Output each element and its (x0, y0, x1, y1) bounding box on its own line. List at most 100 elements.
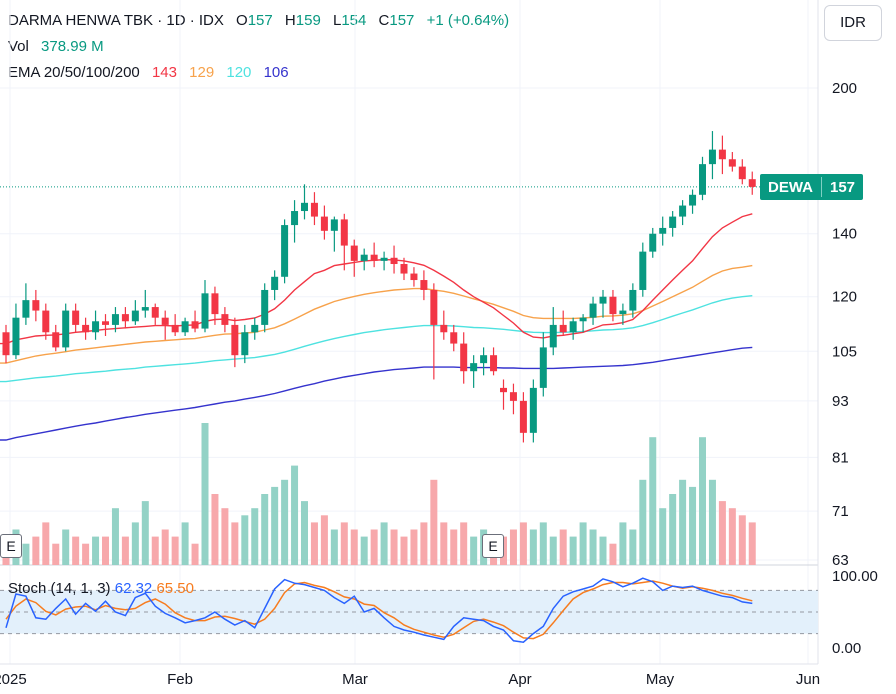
candle-body (390, 257, 398, 265)
volume-bar (171, 536, 179, 565)
candle-body (738, 166, 746, 180)
volume-bar (72, 536, 80, 565)
volume-bar (261, 494, 269, 565)
candle-body (141, 307, 149, 311)
candle-body (669, 216, 677, 228)
volume-bar (738, 515, 746, 565)
volume-bar (400, 536, 408, 565)
symbol-title: DARMA HENWA TBK · 1D · IDX (8, 12, 224, 29)
change-value: +1 (+0.64%) (426, 12, 510, 29)
candle-body (430, 289, 438, 325)
candle-body (490, 355, 498, 372)
candle-body (450, 332, 458, 344)
candle-body (161, 317, 169, 325)
volume-bar (659, 508, 667, 565)
volume-bar (639, 479, 647, 565)
open-label: O (236, 12, 248, 29)
candle-body (460, 343, 468, 372)
volume-bar (330, 529, 338, 565)
candle-body (82, 324, 90, 333)
volume-bar (559, 529, 567, 565)
candle-body (32, 300, 40, 311)
volume-bar (191, 543, 199, 565)
volume-bar (141, 501, 149, 565)
candle-body (52, 332, 60, 348)
ema50-value: 129 (189, 64, 215, 81)
volume-bar (201, 423, 209, 565)
price-tick-label: 120 (832, 289, 857, 306)
volume-bar (111, 508, 119, 565)
currency-button[interactable]: IDR (824, 5, 882, 41)
volume-bar (649, 437, 657, 565)
volume-bar (629, 529, 637, 565)
candle-body (748, 179, 756, 187)
volume-bar (151, 536, 159, 565)
time-tick-label: May (646, 671, 675, 688)
volume-bar (22, 543, 30, 565)
candle-body (380, 257, 388, 261)
candle-body (579, 317, 587, 322)
candle-body (42, 310, 50, 333)
time-tick-label: Apr (508, 671, 531, 688)
price-tick-label: 81 (832, 449, 849, 466)
time-tick-label: Mar (342, 671, 368, 688)
volume-bar (291, 465, 299, 565)
candle-body (191, 321, 199, 329)
price-tick-label: 93 (832, 393, 849, 410)
volume-bar (32, 536, 40, 565)
earnings-event-icon[interactable]: E (482, 534, 504, 558)
volume-bar (450, 529, 458, 565)
candle-body (619, 310, 627, 315)
candle-body (310, 202, 318, 217)
ema-legend[interactable]: EMA 20/50/100/200 143 129 120 106 (8, 64, 297, 81)
volume-value: 378.99 M (41, 38, 104, 55)
candle-body (500, 387, 507, 393)
high-label: H (284, 12, 296, 29)
candle-body (151, 307, 159, 318)
earnings-event-icon[interactable]: E (0, 534, 22, 558)
stoch-k-line (5, 577, 753, 643)
candle-body (480, 355, 488, 364)
candle-body (659, 227, 667, 234)
candle-body (470, 363, 478, 372)
volume-bar (231, 522, 239, 565)
volume-bar (509, 529, 517, 565)
price-tick-label: 71 (832, 503, 849, 520)
volume-legend[interactable]: Vol 378.99 M (8, 38, 112, 55)
volume-bar (699, 437, 706, 565)
volume-bar (320, 515, 328, 565)
candle-body (599, 296, 607, 304)
volume-bar (360, 536, 368, 565)
low-label: L (332, 12, 342, 29)
stoch-d-value: 65.50 (156, 580, 194, 597)
stoch-tick-label: 0.00 (832, 640, 861, 657)
ema50-line (0, 264, 753, 364)
price-tick-label: 140 (832, 226, 857, 243)
volume-bar (669, 494, 677, 565)
symbol-legend[interactable]: DARMA HENWA TBK · 1D · IDX O157 H159 L15… (8, 12, 517, 29)
candle-body (72, 310, 80, 325)
volume-bar (708, 479, 716, 565)
volume-bar (609, 543, 617, 565)
volume-bar (579, 522, 587, 565)
candle-body (271, 276, 279, 290)
ema-label: EMA 20/50/100/200 (8, 64, 140, 81)
candle-body (131, 310, 139, 322)
candle-body (92, 321, 100, 333)
volume-bar (281, 479, 289, 565)
stoch-legend[interactable]: Stoch (14, 1, 3) 62.32 65.50 (8, 580, 194, 597)
volume-bar (161, 529, 169, 565)
candle-body (718, 149, 726, 160)
stoch-d-line (5, 580, 753, 640)
candle-body (569, 321, 577, 333)
candle-body (291, 211, 299, 226)
candle-body (251, 324, 259, 333)
candle-body (529, 387, 537, 433)
candle-body (539, 347, 547, 388)
candle-body (221, 314, 229, 325)
volume-bar (718, 501, 726, 565)
volume-bar (271, 486, 279, 565)
volume-bar (241, 515, 249, 565)
candle-body (609, 296, 617, 315)
candle-body (350, 245, 358, 261)
